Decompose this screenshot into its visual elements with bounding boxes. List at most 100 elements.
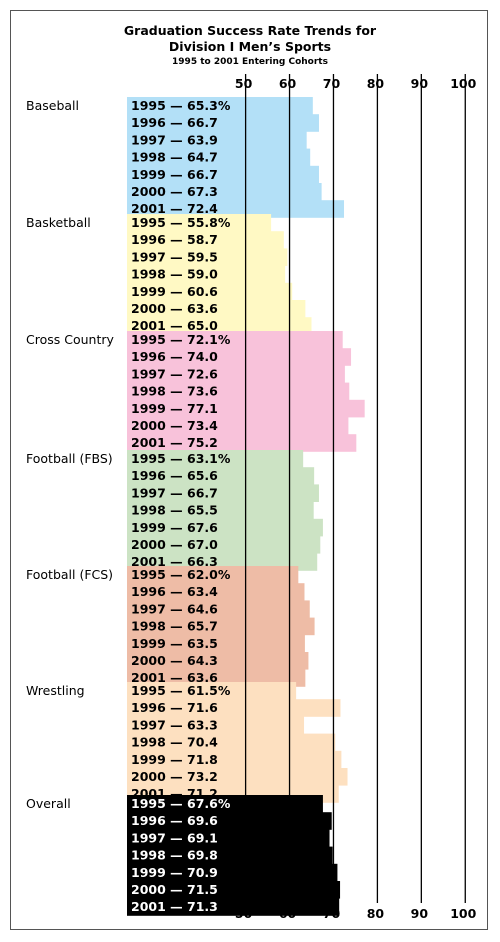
data-label-football-fbs-1999: 1999 — 67.6: [131, 520, 218, 535]
data-label-football-fcs-2001: 2001 — 63.6: [131, 670, 218, 685]
data-label-football-fbs-1995: 1995 — 63.1%: [131, 451, 231, 466]
data-label-football-fbs-1998: 1998 — 65.5: [131, 503, 218, 518]
bar-wrestling-1999: [127, 750, 342, 769]
category-label-football-fcs: Football (FCS): [26, 567, 113, 582]
bar-cross-country-1998: [127, 382, 350, 401]
data-label-baseball-1998: 1998 — 64.7: [131, 150, 218, 165]
data-label-overall-2000: 2000 — 71.5: [131, 882, 218, 897]
data-label-wrestling-1996: 1996 — 71.6: [131, 700, 218, 715]
category-label-football-fbs: Football (FBS): [26, 451, 113, 466]
x-tick-label-bottom-50: 50: [235, 906, 253, 921]
bar-football-fbs-2000: [127, 536, 321, 554]
bar-football-fbs-1999: [127, 518, 323, 537]
category-label-wrestling: Wrestling: [26, 683, 85, 698]
data-label-overall-1997: 1997 — 69.1: [131, 830, 218, 845]
x-tick-label-bottom-60: 60: [279, 906, 297, 921]
data-label-basketball-2000: 2000 — 63.6: [131, 301, 218, 316]
bar-football-fbs-1996: [127, 467, 315, 485]
data-label-baseball-1997: 1997 — 63.9: [131, 132, 218, 147]
bar-baseball-1996: [127, 114, 319, 132]
data-label-football-fcs-1995: 1995 — 62.0%: [131, 567, 231, 582]
x-tick-label-top-90: 90: [411, 76, 429, 91]
data-label-overall-1999: 1999 — 70.9: [131, 865, 218, 880]
category-label-overall: Overall: [26, 796, 71, 811]
bar-wrestling-1995: [127, 682, 297, 700]
bar-overall-1997: [127, 829, 330, 847]
chart-subtitle: 1995 to 2001 Entering Cohorts: [172, 57, 328, 67]
data-label-basketball-1997: 1997 — 59.5: [131, 249, 218, 264]
data-label-football-fcs-1998: 1998 — 65.7: [131, 619, 218, 634]
bar-basketball-1996: [127, 231, 284, 249]
bar-baseball-1999: [127, 165, 319, 184]
bar-wrestling-1998: [127, 733, 336, 752]
bar-baseball-1998: [127, 148, 311, 167]
x-tick-label-bottom-70: 70: [323, 906, 341, 921]
data-label-cross-country-1996: 1996 — 74.0: [131, 349, 218, 364]
data-label-wrestling-1995: 1995 — 61.5%: [131, 683, 231, 698]
x-tick-label-top-80: 80: [367, 76, 385, 91]
data-label-overall-1995: 1995 — 67.6%: [131, 796, 231, 811]
data-label-basketball-1998: 1998 — 59.0: [131, 267, 218, 282]
data-label-basketball-1999: 1999 — 60.6: [131, 284, 218, 299]
data-label-overall-1996: 1996 — 69.6: [131, 813, 218, 828]
bar-overall-2000: [127, 881, 341, 899]
data-label-basketball-1996: 1996 — 58.7: [131, 232, 218, 247]
x-tick-label-top-50: 50: [235, 76, 253, 91]
data-label-baseball-2000: 2000 — 67.3: [131, 184, 218, 199]
data-label-football-fcs-1997: 1997 — 64.6: [131, 601, 218, 616]
bar-football-fbs-1998: [127, 501, 314, 520]
bar-overall-2001: [127, 898, 340, 916]
bar-baseball-1995: [127, 97, 313, 115]
data-label-football-fbs-2000: 2000 — 67.0: [131, 537, 218, 552]
data-label-wrestling-2000: 2000 — 73.2: [131, 769, 218, 784]
data-label-football-fbs-1997: 1997 — 66.7: [131, 485, 218, 500]
data-label-baseball-1996: 1996 — 66.7: [131, 115, 218, 130]
x-tick-label-bottom-90: 90: [411, 906, 429, 921]
data-label-cross-country-1995: 1995 — 72.1%: [131, 332, 231, 347]
chart-title: Graduation Success Rate Trends for: [123, 23, 377, 38]
bar-wrestling-2000: [127, 768, 348, 786]
category-label-cross-country: Cross Country: [26, 332, 114, 347]
category-label-baseball: Baseball: [26, 98, 79, 113]
data-label-cross-country-1998: 1998 — 73.6: [131, 384, 218, 399]
bar-basketball-1995: [127, 214, 272, 232]
bar-baseball-2000: [127, 183, 322, 201]
bar-basketball-2000: [127, 300, 306, 318]
data-label-wrestling-1998: 1998 — 70.4: [131, 735, 218, 750]
bar-football-fcs-1995: [127, 566, 299, 584]
data-label-cross-country-1997: 1997 — 72.6: [131, 366, 218, 381]
bar-overall-1999: [127, 863, 338, 882]
data-label-baseball-1995: 1995 — 65.3%: [131, 98, 231, 113]
x-tick-label-top-60: 60: [279, 76, 297, 91]
bar-overall-1996: [127, 812, 332, 830]
data-label-football-fcs-2000: 2000 — 64.3: [131, 653, 218, 668]
data-label-baseball-1999: 1999 — 66.7: [131, 167, 218, 182]
data-label-football-fcs-1999: 1999 — 63.5: [131, 636, 218, 651]
x-tick-label-bottom-80: 80: [367, 906, 385, 921]
data-label-cross-country-2001: 2001 — 75.2: [131, 435, 218, 450]
bar-wrestling-1997: [127, 716, 305, 734]
bar-cross-country-2000: [127, 417, 349, 435]
data-label-football-fbs-1996: 1996 — 65.6: [131, 468, 218, 483]
x-tick-label-top-70: 70: [323, 76, 341, 91]
bar-basketball-2001: [127, 317, 312, 335]
category-label-basketball: Basketball: [26, 215, 91, 230]
data-label-cross-country-1999: 1999 — 77.1: [131, 401, 218, 416]
bar-football-fcs-1996: [127, 583, 305, 601]
chart-title-line2: Division I Men’s Sports: [168, 39, 332, 54]
bar-overall-1995: [127, 795, 323, 813]
bar-football-fcs-1998: [127, 617, 315, 636]
data-label-overall-1998: 1998 — 69.8: [131, 848, 218, 863]
data-label-basketball-2001: 2001 — 65.0: [131, 318, 218, 333]
bar-football-fcs-1999: [127, 634, 305, 653]
bar-basketball-1999: [127, 282, 293, 301]
bar-cross-country-1996: [127, 348, 352, 366]
data-label-basketball-1995: 1995 — 55.8%: [131, 215, 231, 230]
data-label-baseball-2001: 2001 — 72.4: [131, 201, 218, 216]
bar-overall-1998: [127, 846, 333, 865]
x-tick-label-top-100: 100: [450, 76, 476, 91]
bar-football-fbs-1995: [127, 450, 304, 468]
bar-football-fcs-2000: [127, 652, 309, 670]
data-label-wrestling-1999: 1999 — 71.8: [131, 752, 218, 767]
